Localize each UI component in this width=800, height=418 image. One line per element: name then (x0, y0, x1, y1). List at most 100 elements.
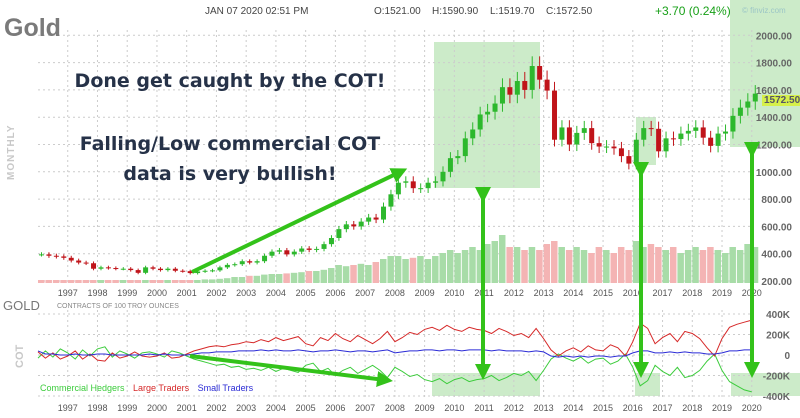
volume-bar (60, 280, 67, 283)
volume-bar (439, 253, 446, 283)
volume-bar (320, 269, 328, 283)
volume-bar (246, 275, 253, 283)
candle-body (470, 129, 476, 139)
candle-body (648, 128, 654, 130)
volume-bar (335, 265, 342, 283)
cot-year-label: 2016 (623, 403, 643, 413)
volume-bar (104, 280, 112, 283)
volume-bar (498, 235, 506, 283)
open-value: O:1521.00 (374, 6, 421, 17)
volume-bar (201, 279, 209, 283)
volume-bar (216, 278, 223, 283)
highlight-box (432, 373, 540, 396)
candle-body (670, 138, 676, 140)
candle-body (247, 261, 253, 263)
candle-body (529, 66, 535, 90)
volume-bar (662, 250, 670, 283)
candle-body (172, 268, 178, 271)
candle-body (611, 146, 617, 149)
candle-body (53, 255, 59, 257)
volume-bar (290, 272, 298, 283)
candle-body (61, 256, 67, 258)
highlight-box (635, 373, 660, 396)
price-year-label: 2002 (206, 288, 226, 298)
volume-bar (677, 253, 684, 283)
volume-bar (268, 274, 275, 283)
volume-bar (722, 253, 729, 283)
candle-body (165, 268, 171, 271)
volume-bar (45, 280, 52, 283)
candle-body (113, 268, 119, 270)
candle-body (455, 156, 461, 159)
candle-body (269, 251, 275, 256)
volume-bar (327, 268, 335, 283)
cot-tick-label: 200K (766, 331, 791, 342)
candle-body (514, 81, 520, 95)
price-tick-label: 200.00 (761, 277, 792, 288)
volume-bar (595, 247, 603, 283)
candle-body (128, 268, 134, 271)
highlight-box (730, 0, 800, 147)
candle-body (477, 114, 483, 130)
highlight-box (636, 117, 656, 165)
candle-body (418, 188, 424, 190)
volume-bar (387, 256, 394, 283)
watermark: © finviz.com (742, 6, 786, 15)
volume-bar (394, 256, 402, 283)
volume-bar (223, 278, 231, 283)
volume-bar (67, 280, 75, 283)
cot-year-label: 1999 (117, 403, 137, 413)
price-tick-label: 1600.00 (756, 86, 793, 97)
candle-body (232, 264, 238, 266)
volume-bar (372, 262, 380, 283)
volume-bar (253, 275, 261, 283)
volume-bar (491, 241, 499, 283)
volume-bar (610, 253, 617, 283)
volume-bar (261, 274, 268, 283)
low-value: L:1519.70 (490, 6, 535, 17)
candle-body (299, 248, 305, 252)
price-year-label: 2015 (593, 288, 613, 298)
volume-bar (112, 280, 119, 283)
price-year-label: 2003 (236, 288, 256, 298)
volume-bar (588, 253, 595, 283)
price-year-label: 2000 (147, 288, 167, 298)
volume-bar (744, 244, 751, 283)
candle-body (187, 271, 193, 274)
legend: Commercial Hedgers Large Traders Small T… (40, 383, 253, 394)
cot-subtitle: CONTRACTS OF 100 TROY OUNCES (57, 303, 179, 310)
volume-bar (484, 244, 491, 283)
volume-bar (454, 253, 461, 283)
volume-bar (565, 250, 573, 283)
volume-bar (736, 250, 744, 283)
price-tick-label: 1400.00 (756, 113, 793, 124)
candle-body (98, 267, 104, 269)
symbol-title: Gold (4, 14, 61, 42)
volume-bar (432, 256, 439, 283)
price-tick-label: 1200.00 (756, 141, 793, 152)
candle-body (366, 217, 372, 222)
cot-ylabel: COT (14, 344, 26, 368)
price-year-label: 2006 (325, 288, 345, 298)
candle-body (395, 182, 401, 195)
volume-bar (298, 272, 305, 283)
cot-year-label: 2011 (474, 403, 493, 413)
price-tick-label: 2000.00 (756, 31, 793, 42)
volume-bar (194, 280, 201, 283)
candle-body (663, 138, 669, 152)
candle-body (737, 107, 743, 116)
volume-bar (350, 265, 357, 283)
volume-bar (75, 280, 82, 283)
last-price-tag: 1572.50 (762, 95, 800, 106)
cot-year-label: 2006 (325, 403, 345, 413)
legend-small: Small Traders (197, 383, 254, 393)
candle-body (105, 267, 111, 269)
candle-body (157, 268, 163, 271)
candle-body (447, 158, 453, 172)
volume-bar (142, 280, 149, 283)
candle-body (321, 244, 327, 249)
candle-body (143, 267, 149, 273)
volume-bar (38, 280, 45, 283)
candle-body (284, 250, 290, 255)
volume-bar (699, 250, 707, 283)
